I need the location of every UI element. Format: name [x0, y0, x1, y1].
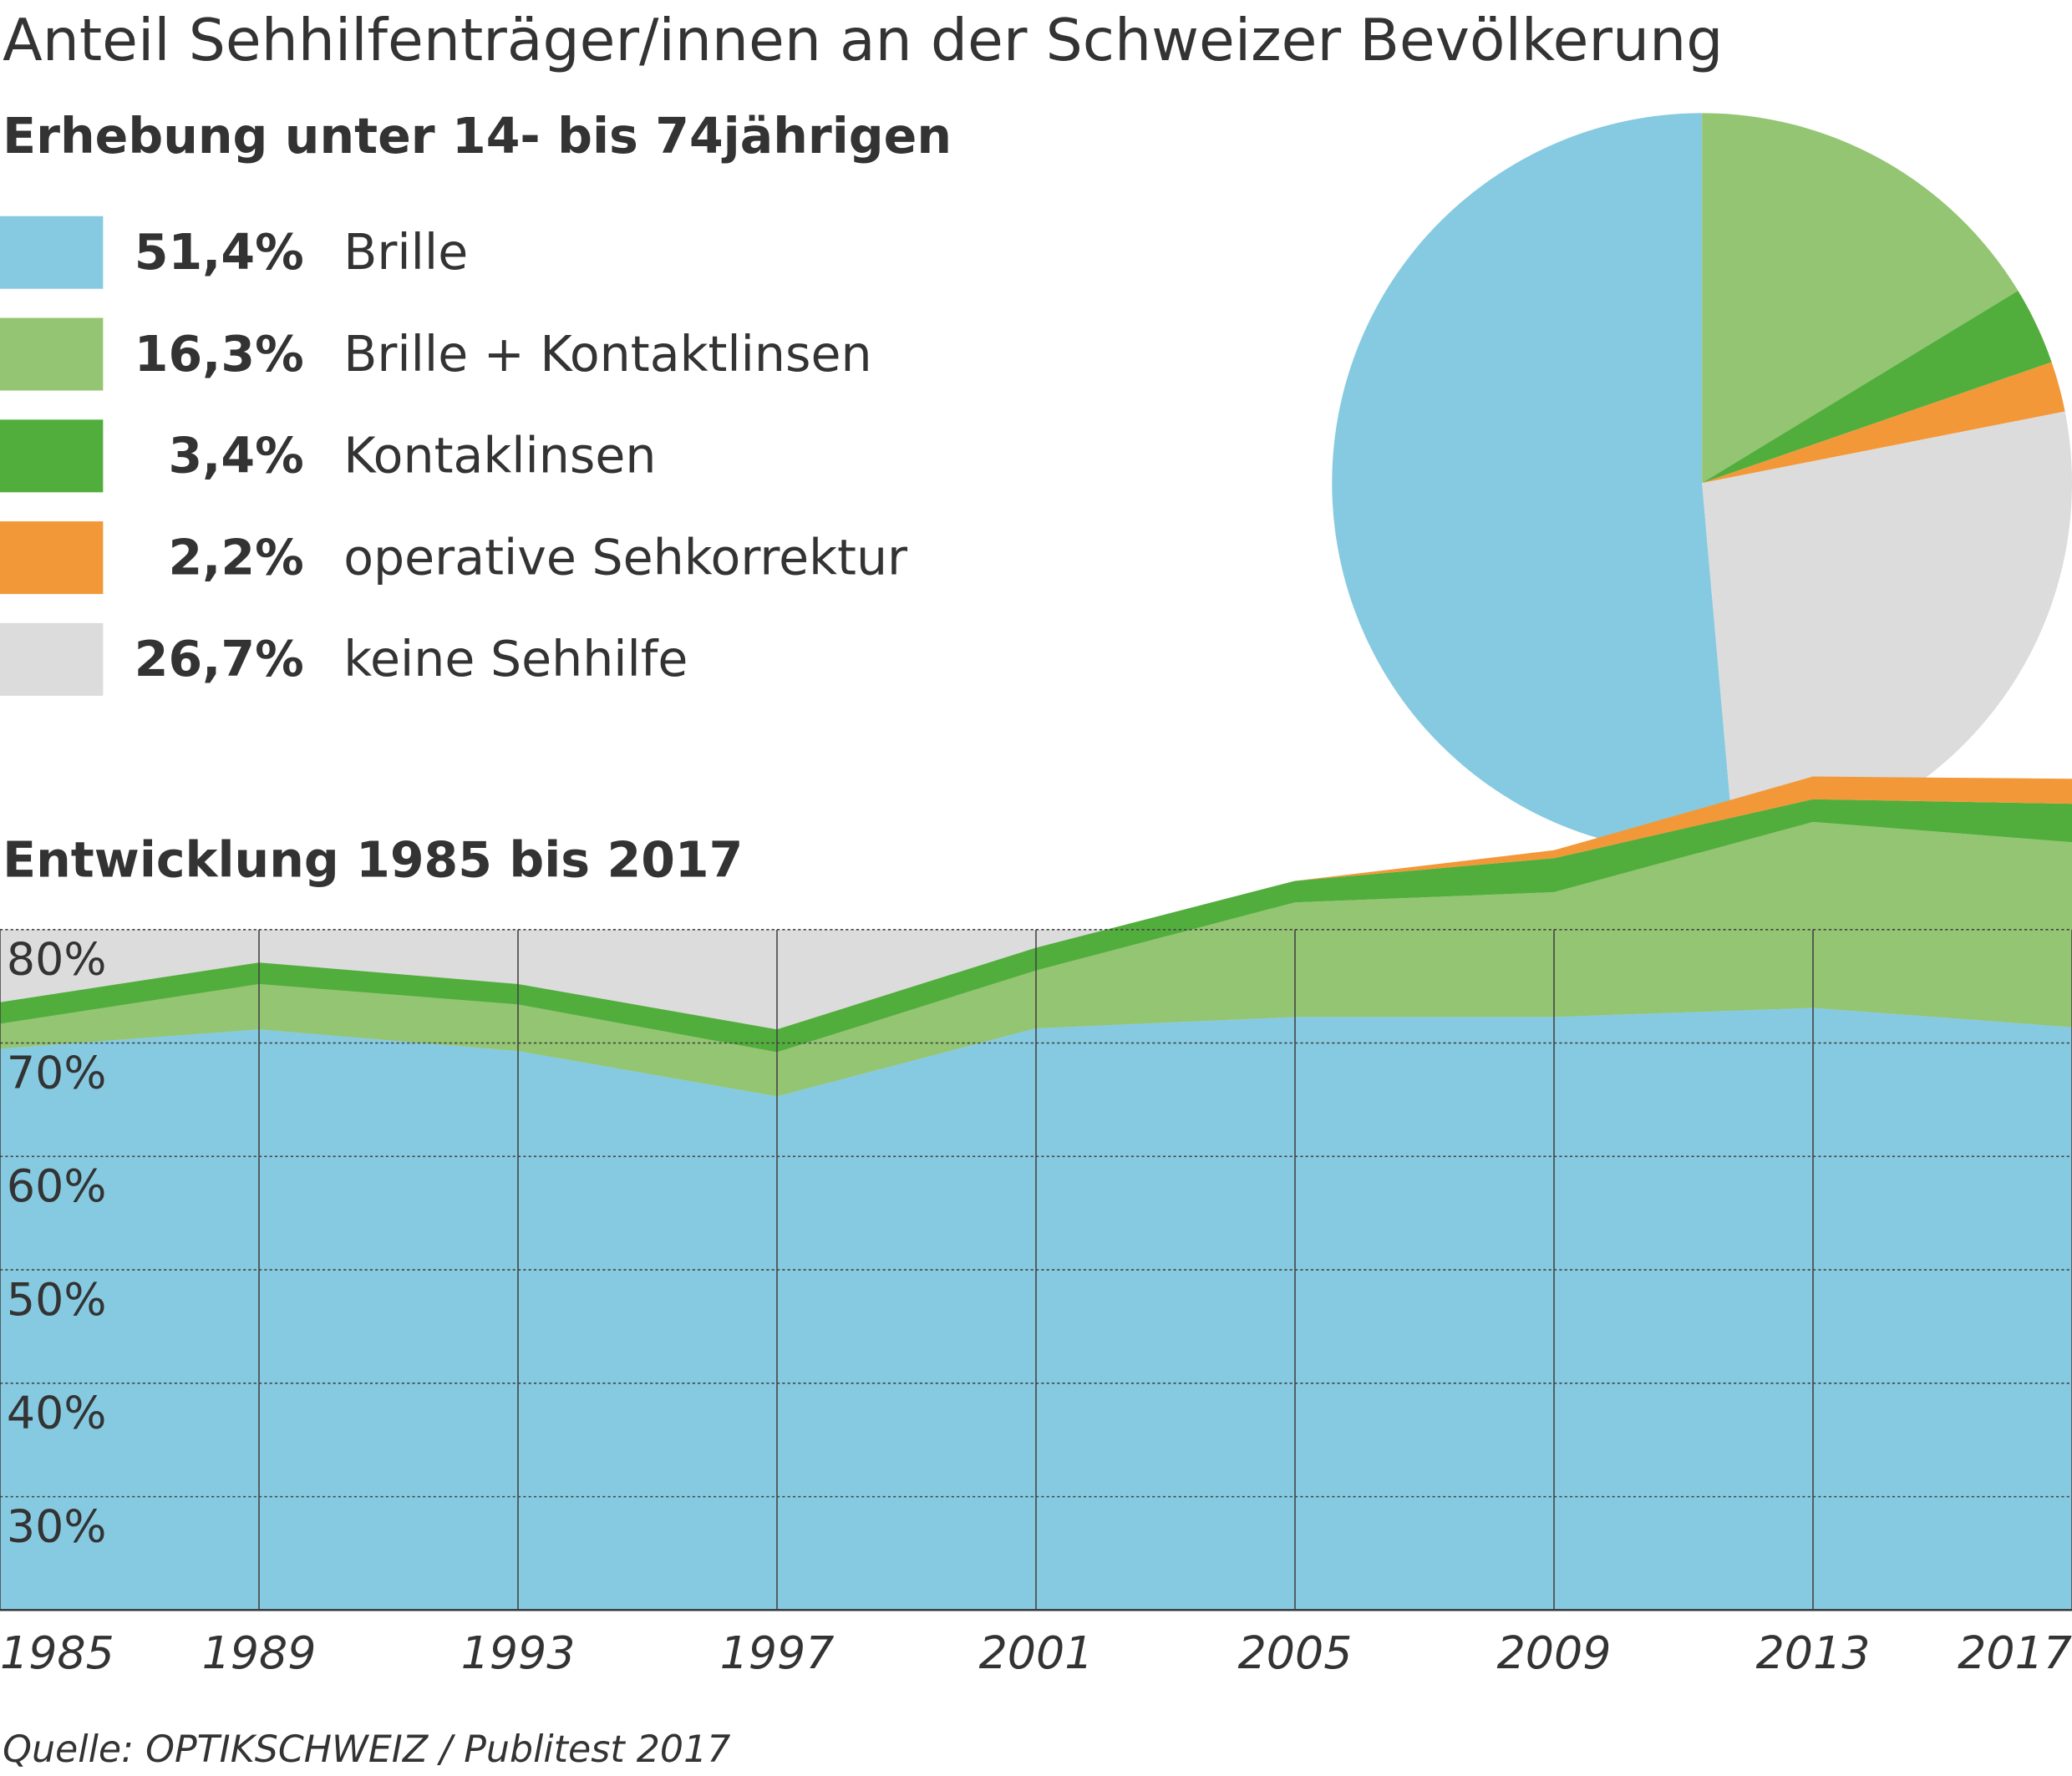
x-tick-label: 1993 [461, 1626, 576, 1679]
pie-slice [1702, 291, 2052, 484]
legend-value: 16,3% [135, 326, 304, 383]
y-tick-label: 50% [7, 1273, 107, 1326]
legend-value: 26,7% [135, 631, 304, 688]
x-tick-label: 2001 [979, 1626, 1094, 1679]
x-tick-label: 2017 [1958, 1626, 2072, 1679]
legend-value: 3,4% [168, 428, 303, 485]
legend-value: 51,4% [135, 224, 304, 281]
pie-slice [1332, 113, 1735, 854]
y-tick-label: 70% [7, 1046, 107, 1099]
pie-slice [1702, 362, 2065, 484]
legend-value: 2,2% [168, 529, 303, 586]
legend-label: Kontaklinsen [343, 428, 656, 485]
x-tick-label: 1989 [202, 1626, 317, 1679]
x-tick-label: 2013 [1756, 1626, 1871, 1679]
y-tick-label: 40% [7, 1387, 107, 1439]
pie-slice [1702, 113, 2019, 484]
y-tick-label: 30% [7, 1499, 107, 1552]
legend-swatch [0, 521, 104, 595]
chart-title: Anteil Sehhilfenträger/innen an der Schw… [3, 7, 1723, 74]
y-tick-label: 60% [7, 1159, 107, 1212]
source: Quelle: OPTIKSCHWEIZ / Publitest 2017 [3, 1728, 730, 1771]
legend-swatch [0, 317, 104, 391]
x-tick-label: 2009 [1497, 1626, 1612, 1679]
area-title: Entwicklung 1985 bis 2017 [3, 832, 743, 889]
pie-slice [1702, 411, 2072, 852]
pie-title: Erhebung unter 14- bis 74jährigen [3, 108, 952, 165]
legend-swatch [0, 622, 104, 696]
legend-label: operative Sehkorrektur [343, 529, 908, 586]
y-tick-label: 80% [7, 933, 107, 986]
legend-swatch [0, 216, 104, 289]
legend-label: Brille [343, 224, 468, 281]
x-tick-label: 1985 [0, 1626, 114, 1679]
legend-swatch [0, 419, 104, 493]
x-tick-label: 1997 [720, 1626, 835, 1679]
legend-label: keine Sehhilfe [343, 631, 688, 688]
x-tick-label: 2005 [1238, 1626, 1353, 1679]
legend-label: Brille + Kontaktlinsen [343, 326, 871, 383]
